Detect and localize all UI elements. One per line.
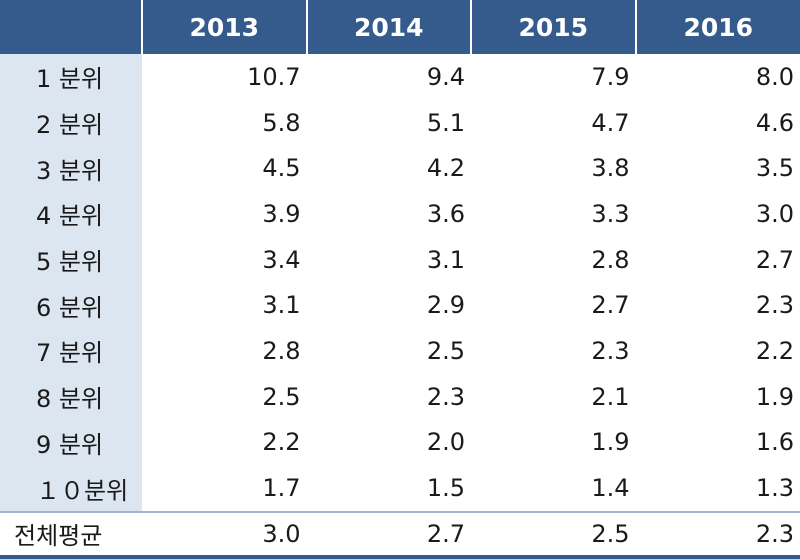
row-label: 5 분위: [0, 236, 142, 283]
table-cell: 3.0: [142, 510, 307, 559]
table-row: 7 분위 2.8 2.5 2.3 2.2: [0, 328, 800, 374]
row-label: 전체평균: [0, 510, 142, 559]
table-cell: 4.5: [262, 154, 301, 183]
table-cell: 2.9: [426, 291, 465, 320]
table-cell: 1.6: [755, 428, 794, 457]
table-cell: 3.6: [426, 199, 465, 228]
row-label: 8 분위: [0, 373, 142, 420]
table-cell: 8.0: [755, 62, 794, 91]
table-cell: 2.0: [426, 428, 465, 457]
table-cell: 3.8: [591, 154, 630, 183]
table-cell: 3.1: [426, 245, 465, 274]
table-cell: 3.1: [262, 291, 301, 320]
table-cell: 2.7: [755, 245, 794, 274]
row-label: 6 분위: [0, 282, 142, 329]
row-label: 1 분위: [0, 54, 142, 100]
table-cell: 3.5: [755, 154, 794, 183]
table-row: 8 분위 2.5 2.3 2.1 1.9: [0, 373, 800, 420]
table-cell: 7.9: [591, 62, 630, 91]
row-label: 4 분위: [0, 191, 142, 237]
header-row: 2013 2014 2015 2016: [0, 0, 800, 54]
table-row: 1 분위 10.7 9.4 7.9 8.0: [0, 54, 800, 100]
table-cell: 3.3: [591, 199, 630, 228]
table-cell: 2.5: [426, 336, 465, 365]
table-cell: 3.0: [755, 199, 794, 228]
row-label: 2 분위: [0, 99, 142, 146]
table-cell: 2.5: [471, 510, 636, 559]
table-cell: 4.2: [426, 154, 465, 183]
table-cell: 1.4: [591, 474, 630, 503]
table-body: 1 분위 10.7 9.4 7.9 8.0 2 분위 5.8 5.1 4.7 4.6 3 분위 4.5…: [0, 54, 800, 559]
table-row: 4 분위 3.9 3.6 3.3 3.0: [0, 191, 800, 237]
header-cell-2013: 2013: [141, 0, 307, 54]
table-cell: 4.6: [755, 108, 794, 137]
table-row-average: 전체평균 3.0 2.7 2.5 2.3: [0, 510, 800, 559]
table-cell: 2.3: [635, 510, 800, 559]
table-row: １０분위 1.7 1.5 1.4 1.3: [0, 465, 800, 512]
table-cell: 2.2: [262, 428, 301, 457]
table-row: 9 분위 2.2 2.0 1.9 1.6: [0, 419, 800, 466]
table-cell: 2.2: [755, 336, 794, 365]
row-label: 9 분위: [0, 419, 142, 466]
table-cell: 2.3: [591, 336, 630, 365]
row-label: 3 분위: [0, 145, 142, 192]
table-cell: 1.7: [262, 474, 301, 503]
row-label: 7 분위: [0, 328, 142, 374]
table-cell: 1.9: [755, 382, 794, 411]
row-label: １０분위: [0, 465, 142, 512]
table-cell: 2.3: [426, 382, 465, 411]
table-cell: 2.8: [591, 245, 630, 274]
header-cell-corner: [0, 0, 142, 54]
table-row: 3 분위 4.5 4.2 3.8 3.5: [0, 145, 800, 192]
header-cell-2016: 2016: [634, 0, 800, 54]
table-row: 2 분위 5.8 5.1 4.7 4.6: [0, 99, 800, 146]
table-cell: 10.7: [247, 62, 301, 91]
table-cell: 2.8: [262, 336, 301, 365]
table-cell: 1.5: [426, 474, 465, 503]
table-row: 6 분위 3.1 2.9 2.7 2.3: [0, 282, 800, 329]
table-cell: 2.1: [591, 382, 630, 411]
table-cell: 2.7: [306, 510, 471, 559]
table-row: 5 분위 3.4 3.1 2.8 2.7: [0, 236, 800, 283]
table-cell: 2.3: [755, 291, 794, 320]
table-cell: 1.3: [755, 474, 794, 503]
header-cell-2015: 2015: [470, 0, 636, 54]
table-cell: 9.4: [426, 62, 465, 91]
table-cell: 2.7: [591, 291, 630, 320]
table-cell: 3.9: [262, 199, 301, 228]
table-cell: 4.7: [591, 108, 630, 137]
table-header: 2013 2014 2015 2016: [0, 0, 800, 54]
table-cell: 2.5: [262, 382, 301, 411]
table-cell: 1.9: [591, 428, 630, 457]
table-cell: 3.4: [262, 245, 301, 274]
header-cell-2014: 2014: [305, 0, 471, 54]
table-cell: 5.8: [262, 108, 301, 137]
table-cell: 5.1: [426, 108, 465, 137]
